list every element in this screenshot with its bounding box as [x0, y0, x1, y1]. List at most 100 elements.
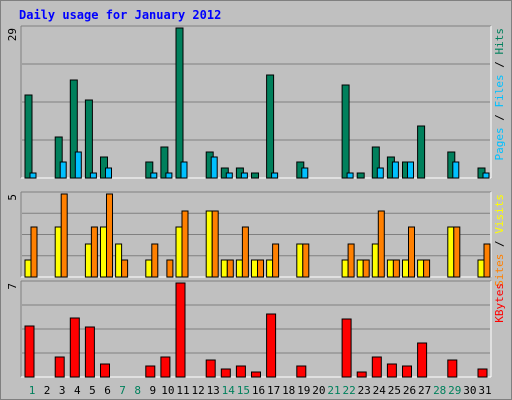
bar-middle-sites-day-16 — [257, 259, 264, 278]
bar-bottom-kbytes-day-29 — [447, 359, 458, 378]
bar-top-files-day-14 — [225, 172, 233, 179]
bar-bottom-kbytes-day-5 — [84, 326, 95, 378]
bar-top-files-day-25 — [391, 161, 399, 179]
x-tick-label-day-11: 11 — [176, 384, 189, 397]
bar-middle-sites-day-1 — [30, 226, 38, 278]
bar-middle-sites-day-6 — [106, 193, 113, 278]
bar-top-files-day-4 — [74, 151, 82, 179]
bar-middle-visits-day-13 — [205, 210, 213, 278]
bar-middle-sites-day-15 — [241, 226, 249, 278]
x-tick-label-day-27: 27 — [418, 384, 431, 397]
bar-bottom-kbytes-day-3 — [54, 356, 65, 378]
bar-top-hits-day-23 — [356, 172, 365, 179]
x-tick-label-day-3: 3 — [59, 384, 66, 397]
bar-middle-sites-day-13 — [211, 210, 219, 278]
x-tick-label-day-22: 22 — [342, 384, 355, 397]
x-tick-label-day-29: 29 — [448, 384, 461, 397]
ymax-label-top: 29 — [6, 28, 19, 41]
bar-middle-visits-day-9 — [145, 259, 153, 278]
bar-top-hits-day-3 — [54, 136, 63, 179]
bar-bottom-kbytes-day-22 — [341, 318, 352, 378]
bar-top-files-day-15 — [240, 172, 248, 179]
legend-segment-top-2: Files — [493, 74, 506, 107]
bar-top-hits-day-5 — [84, 99, 93, 179]
x-tick-label-day-25: 25 — [388, 384, 401, 397]
chart-panels: 29 Pages / Files / Hits 5 Sites / Visits 7 KB… — [6, 25, 506, 378]
bar-bottom-kbytes-day-17 — [266, 313, 277, 378]
x-tick-label-day-28: 28 — [433, 384, 446, 397]
x-tick-label-day-19: 19 — [297, 384, 310, 397]
x-tick-label-day-2: 2 — [44, 384, 51, 397]
x-tick-label-day-13: 13 — [207, 384, 220, 397]
bar-top-hits-day-11 — [175, 27, 184, 179]
bar-bottom-kbytes-day-16 — [251, 371, 261, 378]
bar-middle-visits-day-6 — [100, 226, 107, 278]
x-tick-label-day-4: 4 — [74, 384, 81, 397]
bar-top-hits-day-16 — [251, 172, 259, 179]
bar-top-hits-day-10 — [160, 146, 169, 179]
bar-bottom-kbytes-day-15 — [235, 365, 246, 378]
bar-top-files-day-11 — [180, 161, 188, 179]
bar-middle-visits-day-26 — [402, 259, 409, 278]
bar-middle-sites-day-26 — [408, 226, 415, 278]
bar-top-files-day-24 — [376, 167, 384, 179]
x-tick-label-day-8: 8 — [134, 384, 141, 397]
bar-middle-visits-day-16 — [251, 259, 258, 278]
legend-segment-top-1: / — [493, 108, 506, 128]
ymax-label-middle: 5 — [6, 194, 19, 201]
bar-top-files-day-10 — [165, 172, 173, 179]
bar-top-hits-day-17 — [266, 74, 275, 179]
legend-label-middle: Sites / Visits — [493, 194, 506, 287]
bar-top-files-day-31 — [482, 172, 490, 179]
legend-segment-top-0: Pages — [493, 127, 506, 160]
bar-middle-visits-day-27 — [417, 259, 425, 278]
bar-bottom-kbytes-day-24 — [371, 356, 382, 378]
bar-bottom-kbytes-day-26 — [402, 365, 412, 378]
bar-middle-sites-day-5 — [90, 226, 98, 278]
bar-top-hits-day-4 — [69, 79, 78, 179]
x-tick-label-day-20: 20 — [312, 384, 325, 397]
bar-top-files-day-26 — [407, 161, 414, 179]
legend-label-top: Pages / Files / Hits — [493, 28, 506, 161]
bar-top-hits-day-1 — [24, 94, 33, 179]
bar-top-files-day-17 — [271, 172, 279, 179]
x-tick-label-day-7: 7 — [119, 384, 126, 397]
x-tick-label-day-18: 18 — [282, 384, 295, 397]
x-tick-label-day-5: 5 — [89, 384, 96, 397]
bar-top-hits-day-27 — [417, 125, 426, 179]
bar-middle-visits-day-7 — [115, 243, 123, 278]
bar-bottom-kbytes-day-13 — [205, 359, 216, 378]
bar-middle-sites-day-9 — [151, 243, 159, 278]
x-tick-label-day-21: 21 — [327, 384, 340, 397]
bar-middle-sites-day-31 — [483, 243, 491, 278]
ymax-label-bottom: 7 — [6, 283, 19, 290]
x-tick-label-day-24: 24 — [373, 384, 387, 397]
legend-segment-middle-2: Visits — [493, 194, 506, 234]
x-tick-label-day-16: 16 — [252, 384, 265, 397]
bar-bottom-kbytes-day-31 — [477, 368, 488, 378]
bar-middle-sites-day-7 — [121, 259, 129, 278]
bar-top-files-day-1 — [29, 172, 37, 179]
bar-middle-sites-day-27 — [423, 259, 431, 278]
bar-middle-visits-day-19 — [296, 243, 304, 278]
bar-middle-visits-day-1 — [24, 259, 32, 278]
bar-middle-visits-day-15 — [235, 259, 243, 278]
x-tick-label-day-17: 17 — [267, 384, 280, 397]
bar-top-hits-day-24 — [371, 146, 380, 179]
bar-top-files-day-13 — [210, 156, 218, 179]
bar-top-files-day-22 — [346, 172, 354, 179]
bar-top-hits-day-9 — [145, 161, 154, 179]
bar-middle-visits-day-17 — [266, 259, 274, 278]
bar-top-hits-day-22 — [341, 84, 350, 179]
x-tick-label-day-23: 23 — [358, 384, 371, 397]
x-tick-label-day-9: 9 — [149, 384, 156, 397]
bar-bottom-kbytes-day-27 — [417, 342, 428, 378]
bar-middle-sites-day-17 — [272, 243, 280, 278]
bar-middle-visits-day-23 — [356, 259, 364, 278]
bar-top-files-day-3 — [59, 161, 67, 179]
bar-middle-visits-day-22 — [341, 259, 349, 278]
legend-label-bottom: KBytes — [493, 283, 506, 323]
bar-middle-visits-day-11 — [175, 226, 183, 278]
x-axis-labels: 1 2 3 4 5 6 7 8 9 10 11 12 13 14 15 16 17 18 19 20 21 22 23 24 2… — [29, 384, 492, 397]
